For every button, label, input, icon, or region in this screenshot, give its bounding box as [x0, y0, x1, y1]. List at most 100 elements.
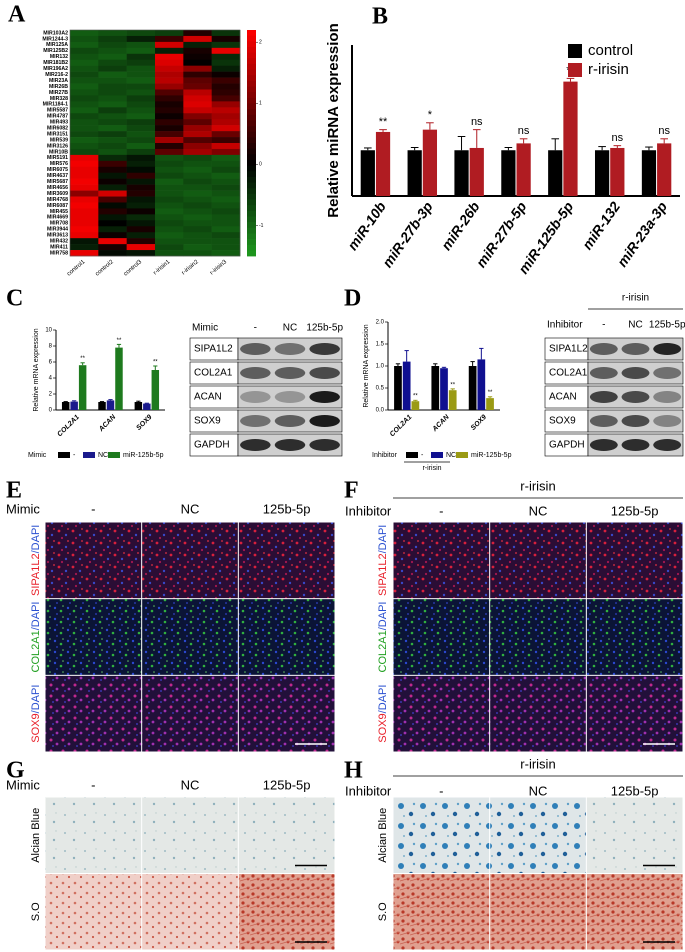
row-label: MIR132 [50, 54, 68, 60]
heatmap-cell [155, 107, 184, 114]
heatmap-cell [211, 35, 241, 43]
micrograph [142, 675, 238, 752]
heatmap-cell [126, 172, 156, 179]
row-marker: SOX9 [30, 713, 42, 742]
heatmap-cell [211, 232, 241, 239]
heatmap-cell [211, 71, 241, 78]
legend-label: control [588, 42, 633, 59]
heatmap-cell [98, 250, 127, 257]
heatmap-cell [70, 226, 99, 233]
micrograph [586, 675, 683, 752]
heatmap-cell [211, 250, 241, 257]
heatmap-cell [155, 53, 184, 61]
row-label: MIR576 [50, 161, 68, 167]
micrograph [490, 522, 586, 599]
grid-group: r-irisin [520, 478, 555, 493]
heatmap-cell [183, 244, 212, 251]
row-stain: /DAPI [377, 602, 389, 631]
bar [106, 400, 115, 410]
heatmap-cell [98, 160, 127, 168]
bar [407, 150, 422, 196]
row-stain: /DAPI [377, 685, 389, 714]
y-tick-label: 1.5 [376, 342, 385, 348]
heatmap-cell [211, 65, 241, 72]
heatmap-cell [155, 35, 184, 43]
heatmap-cell [126, 83, 156, 90]
heatmap-cell [211, 160, 241, 168]
colorbar-step [247, 199, 256, 206]
legend-swatch [431, 452, 443, 458]
row-label: SOX9/DAPI [30, 685, 42, 743]
micrograph [393, 797, 490, 873]
heatmap-cell [155, 214, 184, 221]
y-axis-label: Relative miRNA expression [325, 23, 342, 218]
bar [431, 366, 440, 410]
column-label: NC [529, 783, 548, 798]
significance: * [428, 109, 433, 121]
heatmap-cell [126, 250, 156, 257]
blot-band [653, 343, 682, 355]
heatmap-cell [126, 148, 156, 156]
colorbar-step [247, 58, 256, 65]
row-label: MIR216-2 [45, 72, 68, 78]
heatmap-cell [211, 89, 241, 96]
colorbar-label: 1 [259, 101, 262, 107]
heatmap-cell [183, 143, 212, 150]
heatmap-cell [155, 148, 184, 156]
heatmap-cell [70, 190, 99, 197]
legend-swatch [108, 452, 120, 458]
row-label: MIR455 [50, 209, 68, 215]
heatmap-cell [98, 238, 127, 245]
heatmap-cell [126, 131, 156, 138]
colorbar-step [247, 75, 256, 82]
heatmap-cell [211, 143, 241, 150]
heatmap-cell [155, 71, 184, 78]
heatmap-cell [98, 184, 127, 191]
protein-label: SIPA1L2 [194, 344, 233, 355]
heatmap-cell [183, 190, 212, 197]
row-label: MIR6082 [47, 126, 68, 132]
heatmap-cell [70, 71, 99, 78]
row-stain: /DAPI [30, 525, 42, 554]
heatmap-cell [155, 226, 184, 233]
row-label: MIR6087 [47, 203, 68, 209]
micrograph [393, 675, 490, 752]
heatmap-cell [70, 30, 99, 37]
legend-group: r-irisin [422, 465, 441, 472]
heatmap-cell [211, 53, 241, 61]
heatmap-cell [98, 107, 127, 114]
colorbar-step [247, 159, 256, 166]
blot-band [309, 343, 340, 355]
row-label: MIR411 [50, 244, 68, 250]
heatmap-cell [183, 113, 212, 120]
colorbar-step [247, 137, 256, 144]
column-label: - [439, 503, 443, 518]
row-label: MIR3151 [47, 131, 68, 137]
column-label: NC [181, 777, 200, 792]
heatmap-cell [155, 65, 184, 72]
column-label: r-irisin3 [209, 259, 228, 277]
colorbar-step [247, 143, 256, 150]
colorbar-step [247, 148, 256, 155]
colorbar-step [247, 165, 256, 172]
lane-label: 125b-5p [306, 323, 343, 334]
colorbar-step [247, 193, 256, 200]
colorbar-step [247, 97, 256, 104]
heatmap-cell [70, 131, 99, 138]
legend-swatch [568, 63, 582, 77]
heatmap-cell [126, 47, 156, 55]
heatmap-cell [155, 220, 184, 227]
heatmap-cell [98, 154, 127, 162]
row-label: MIR125B2 [43, 48, 68, 54]
heatmap-cell [211, 131, 241, 138]
blot-band [240, 343, 271, 355]
heatmap-cell [211, 148, 241, 156]
micrograph [238, 675, 335, 752]
colorbar-step [247, 250, 256, 257]
heatmap-cell [155, 89, 184, 96]
micrograph [142, 797, 238, 873]
micrograph [45, 675, 142, 752]
heatmap-cell [211, 238, 241, 245]
x-tick-label: COL2A1 [389, 414, 414, 439]
heatmap-cell [70, 107, 99, 114]
